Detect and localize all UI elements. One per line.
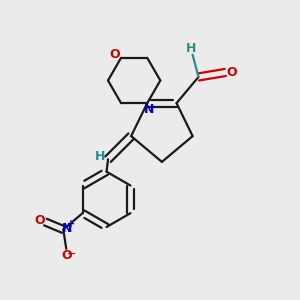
Text: O: O: [110, 48, 120, 62]
Text: H: H: [186, 42, 196, 55]
Text: −: −: [67, 249, 76, 259]
Text: N: N: [143, 103, 154, 116]
Text: N: N: [62, 221, 72, 235]
Text: +: +: [67, 219, 75, 229]
Text: O: O: [34, 214, 45, 227]
Text: H: H: [94, 150, 105, 163]
Text: O: O: [61, 249, 72, 262]
Text: O: O: [226, 66, 236, 79]
